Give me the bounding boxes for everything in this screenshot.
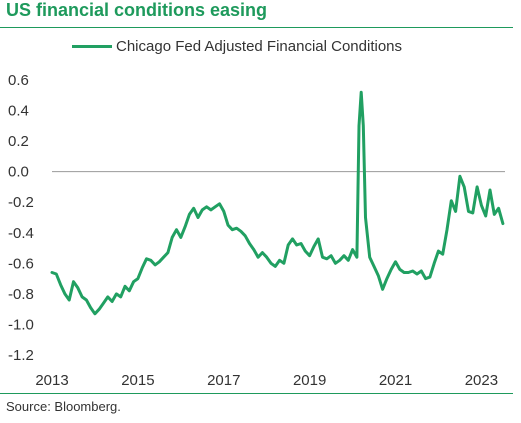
y-tick-label: -0.2	[8, 194, 34, 211]
x-tick-label: 2017	[207, 372, 240, 389]
y-tick-label: -0.6	[8, 255, 34, 272]
chart-title: US financial conditions easing	[6, 0, 268, 20]
legend-label: Chicago Fed Adjusted Financial Condition…	[116, 38, 403, 55]
bottom-rule	[0, 393, 513, 394]
x-tick-label: 2021	[379, 372, 412, 389]
y-tick-label: 0.4	[8, 103, 29, 120]
series-line	[50, 90, 505, 316]
y-tick-label: -0.4	[8, 225, 34, 242]
y-tick-label: -1.0	[8, 316, 34, 333]
y-tick-label: -0.8	[8, 286, 34, 303]
x-tick-label: 2015	[121, 372, 154, 389]
source-note: Source: Bloomberg.	[6, 399, 121, 414]
y-tick-label: -1.2	[8, 347, 34, 364]
x-tick-label: 2013	[35, 372, 68, 389]
legend-swatch	[72, 45, 112, 48]
x-tick-label: 2019	[293, 372, 326, 389]
y-tick-label: 0.6	[8, 72, 29, 89]
y-tick-label: 0.2	[8, 133, 29, 150]
y-tick-label: 0.0	[8, 164, 29, 181]
x-tick-label: 2023	[465, 372, 498, 389]
legend: Chicago Fed Adjusted Financial Condition…	[72, 38, 402, 55]
top-rule	[0, 27, 513, 28]
